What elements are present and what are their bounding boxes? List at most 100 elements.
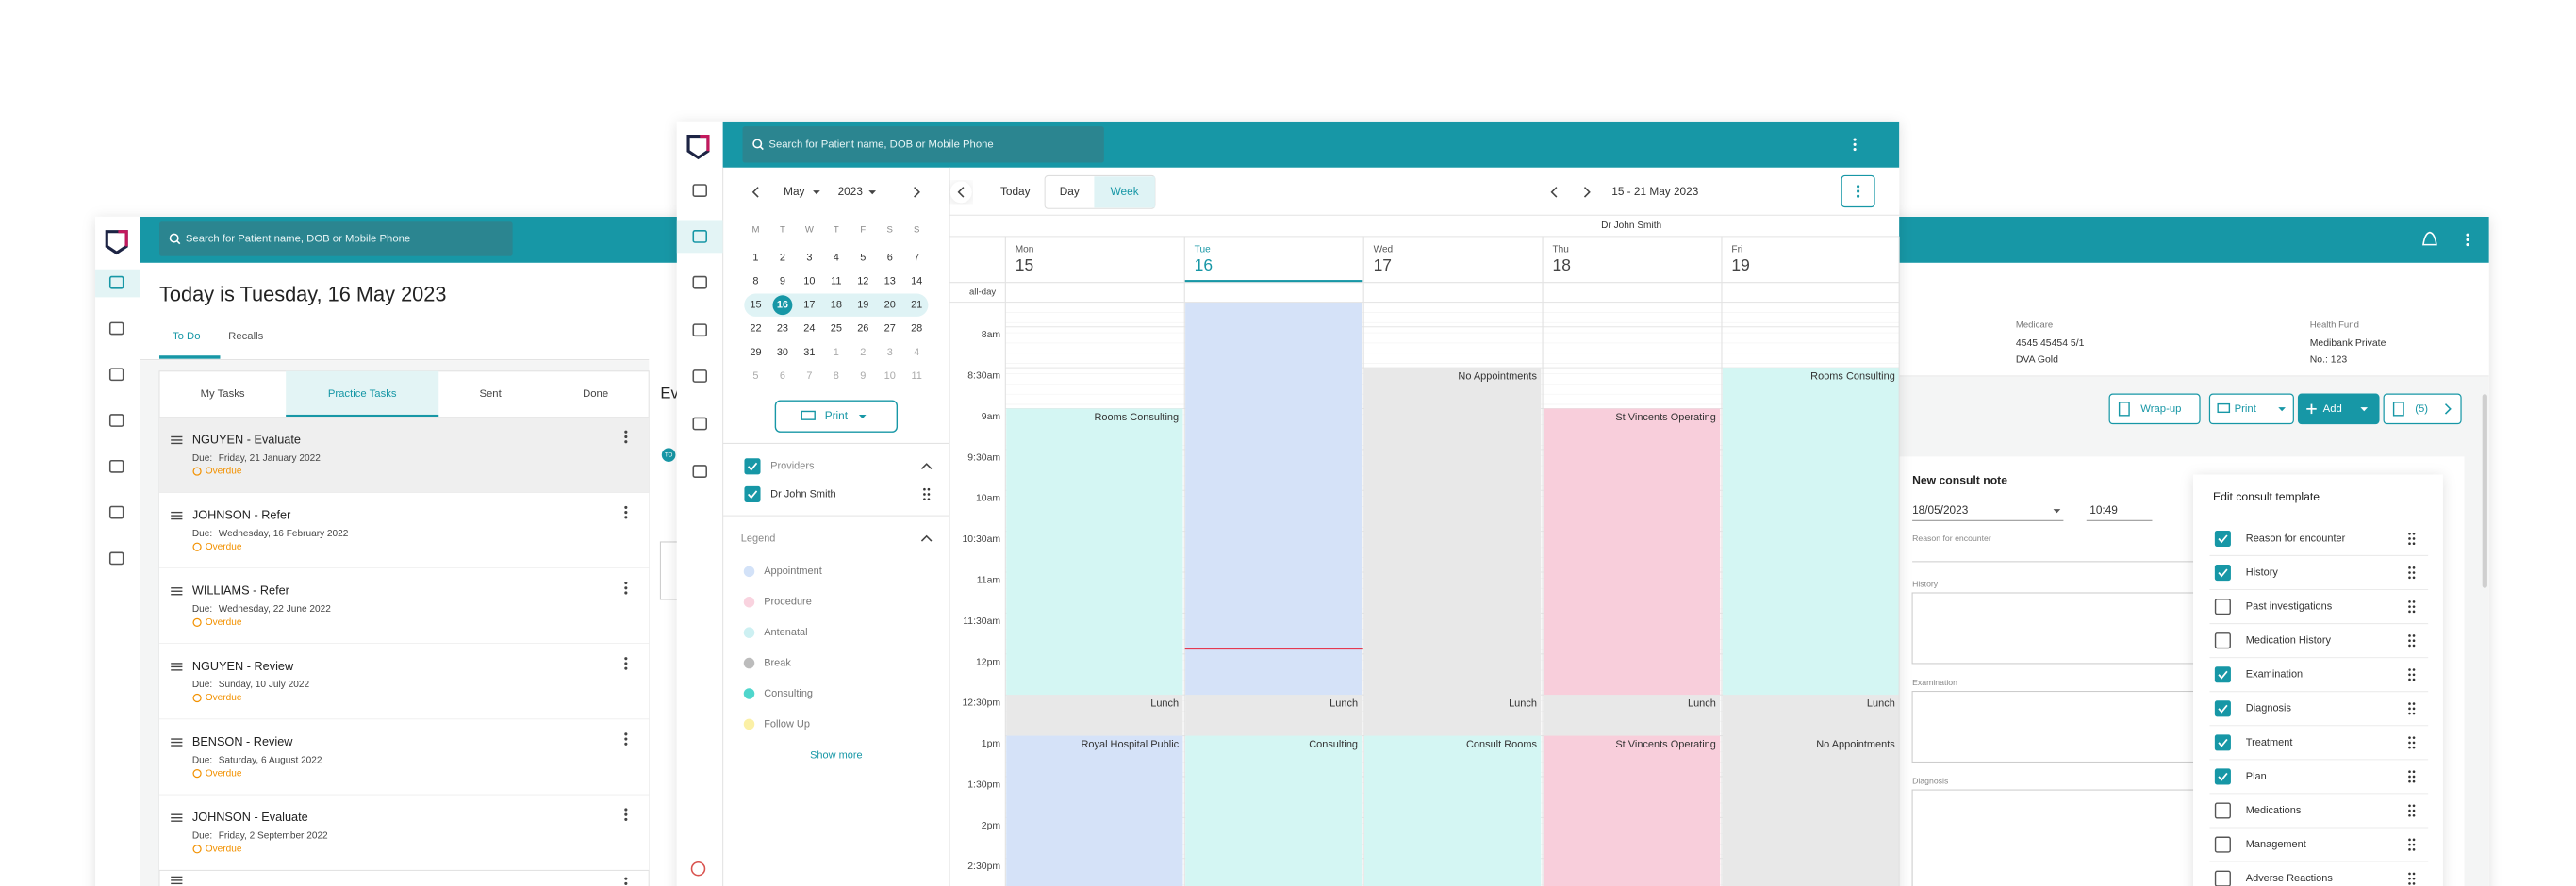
checkbox[interactable] <box>2214 836 2231 853</box>
calendar-event[interactable] <box>1543 695 1721 736</box>
year-select[interactable]: 2023 <box>838 185 864 198</box>
kebab-menu[interactable] <box>624 808 628 822</box>
chevron-icon[interactable] <box>751 187 759 198</box>
chevron-icon[interactable] <box>920 463 933 469</box>
task-row[interactable] <box>159 719 650 796</box>
checkbox[interactable] <box>2214 802 2231 819</box>
nav-icon[interactable] <box>692 369 707 383</box>
kebab-menu[interactable] <box>1857 185 1860 198</box>
day-number[interactable]: 21 <box>911 300 922 311</box>
checkbox[interactable] <box>2214 632 2231 649</box>
bell-icon[interactable] <box>2422 231 2437 246</box>
nav-icon[interactable] <box>692 275 707 289</box>
day-number[interactable]: 29 <box>750 347 761 358</box>
nav-icon[interactable] <box>108 368 124 382</box>
day-number[interactable]: 10 <box>803 276 815 287</box>
nav-icon[interactable] <box>692 323 707 337</box>
checkbox[interactable] <box>2214 565 2231 582</box>
day-number[interactable]: 5 <box>860 252 866 263</box>
nav-icon[interactable] <box>692 230 707 243</box>
day-number[interactable]: 31 <box>803 347 815 358</box>
day-number[interactable]: 23 <box>777 323 788 335</box>
task-row[interactable] <box>159 492 650 568</box>
task-row[interactable] <box>159 417 650 493</box>
day-number[interactable]: 14 <box>911 276 922 287</box>
day-number[interactable]: 30 <box>777 347 788 358</box>
day-number[interactable]: 6 <box>887 252 893 263</box>
search-box[interactable] <box>159 222 513 256</box>
checkbox[interactable] <box>2214 530 2231 548</box>
chevron-icon[interactable] <box>920 534 933 542</box>
kebab-menu[interactable] <box>624 732 628 746</box>
day-number[interactable]: 20 <box>884 300 896 311</box>
day-number[interactable]: 27 <box>884 323 896 335</box>
action-button[interactable] <box>2383 393 2462 425</box>
day-number[interactable]: 9 <box>860 370 866 382</box>
day-number[interactable]: 10 <box>884 370 896 382</box>
calendar-event[interactable] <box>1722 735 1900 886</box>
today-button[interactable]: Today <box>1000 185 1031 198</box>
calendar-event[interactable] <box>1364 368 1542 696</box>
day-number[interactable]: 22 <box>750 323 761 335</box>
chevron-icon[interactable] <box>1550 187 1558 198</box>
text-area[interactable] <box>1911 592 2203 664</box>
day-number[interactable]: 1 <box>752 252 758 263</box>
calendar-event[interactable] <box>1543 408 1721 696</box>
kebab-menu[interactable] <box>624 505 628 519</box>
search-box[interactable] <box>742 126 1104 163</box>
action-button[interactable] <box>2208 393 2294 425</box>
day-number[interactable]: 11 <box>831 276 841 287</box>
day-number[interactable]: 4 <box>914 347 919 358</box>
nav-icon[interactable] <box>108 459 124 473</box>
nav-icon[interactable] <box>108 321 124 336</box>
kebab-menu[interactable] <box>624 581 628 595</box>
nav-icon[interactable] <box>108 414 124 427</box>
day-number[interactable]: 8 <box>752 276 758 287</box>
calendar-event[interactable] <box>1006 695 1183 736</box>
chevron-icon[interactable] <box>914 187 920 198</box>
day-number[interactable]: 16 <box>777 300 788 311</box>
show-more[interactable]: Show more <box>810 749 862 761</box>
calendar-event[interactable] <box>1543 735 1721 886</box>
task-row[interactable] <box>159 795 650 871</box>
view-button[interactable]: Day <box>1060 185 1080 198</box>
day-number[interactable]: 12 <box>857 276 868 287</box>
tab[interactable]: Recalls <box>228 331 263 342</box>
day-number[interactable]: 25 <box>831 323 842 335</box>
day-number[interactable]: 4 <box>834 252 839 263</box>
kebab-menu[interactable] <box>624 877 628 886</box>
chevron-icon[interactable] <box>2444 403 2452 415</box>
checkbox[interactable] <box>2214 870 2231 886</box>
task-tab[interactable]: Done <box>583 388 608 400</box>
task-row[interactable] <box>159 644 650 720</box>
day-number[interactable]: 1 <box>834 347 839 358</box>
day-number[interactable]: 19 <box>857 300 868 311</box>
calendar-event[interactable] <box>1722 695 1900 736</box>
day-number[interactable]: 3 <box>806 252 812 263</box>
day-number[interactable]: 2 <box>780 252 785 263</box>
checkbox[interactable] <box>2214 734 2231 751</box>
checkbox[interactable] <box>2214 666 2231 683</box>
day-number[interactable]: 13 <box>884 276 896 287</box>
day-number[interactable]: 6 <box>780 370 785 382</box>
day-number[interactable]: 17 <box>803 300 815 311</box>
day-number[interactable]: 26 <box>857 323 868 335</box>
tab[interactable]: To Do <box>173 331 201 342</box>
print-button[interactable] <box>774 400 899 433</box>
action-button[interactable] <box>2108 393 2201 425</box>
nav-icon[interactable] <box>108 505 124 519</box>
kebab-menu[interactable] <box>624 657 628 670</box>
nav-icon[interactable] <box>108 551 124 566</box>
nav-icon[interactable] <box>108 275 124 289</box>
checkbox[interactable] <box>744 485 761 502</box>
day-number[interactable]: 11 <box>911 370 921 382</box>
help-icon[interactable] <box>690 861 706 877</box>
kebab-menu[interactable] <box>2466 233 2469 247</box>
nav-icon[interactable] <box>692 465 707 478</box>
calendar-event[interactable] <box>1006 735 1183 886</box>
calendar-event[interactable] <box>1185 302 1362 696</box>
task-tab[interactable]: Practice Tasks <box>328 388 397 400</box>
calendar-event[interactable] <box>1722 368 1900 696</box>
day-number[interactable]: 18 <box>831 300 842 311</box>
calendar-event[interactable] <box>1185 695 1362 736</box>
